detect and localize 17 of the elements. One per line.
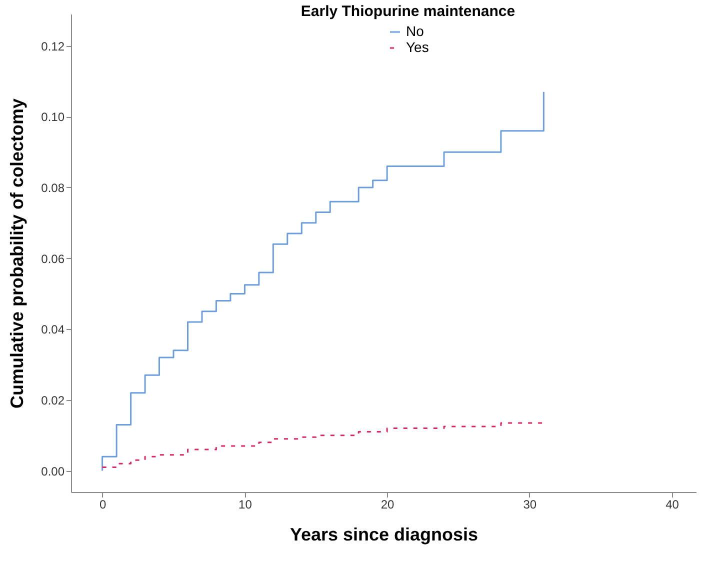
x-tick-label: 0 — [99, 498, 106, 512]
y-tick-label: 0.10 — [41, 110, 65, 124]
y-tick-label: 0.08 — [41, 180, 65, 195]
legend-label: Yes — [406, 39, 429, 55]
x-tick-label: 30 — [523, 498, 537, 512]
legend-title: Early Thiopurine maintenance — [300, 3, 516, 20]
x-tick-label: 10 — [238, 498, 252, 512]
x-tick-label: 20 — [380, 498, 395, 512]
y-axis-title: Cumulative probability of colectomy — [7, 98, 28, 409]
x-tick-label: 40 — [666, 498, 680, 512]
x-axis-title: Years since diagnosis — [290, 524, 478, 544]
y-tick-label: 0.04 — [41, 322, 65, 337]
y-tick-label: 0.00 — [41, 464, 65, 478]
y-tick-label: 0.02 — [41, 393, 65, 408]
y-tick-label: 0.12 — [41, 39, 65, 54]
y-tick-label: 0.06 — [41, 252, 65, 266]
legend-label: No — [406, 23, 424, 39]
